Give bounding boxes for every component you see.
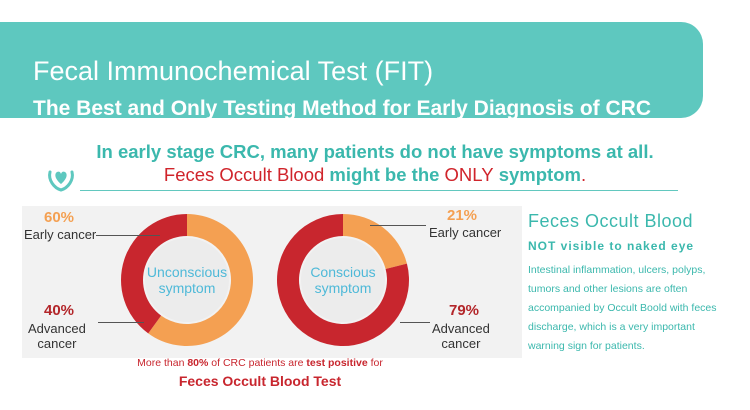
conscious-advanced-percent: 79% [449, 302, 480, 319]
donut-chart-unconscious [121, 214, 253, 346]
header-banner: Fecal Immunochemical Test (FIT) The Best… [0, 22, 703, 120]
intro-statement: In early stage CRC, many patients do not… [96, 141, 654, 162]
conscious-early-leader [370, 225, 426, 226]
chart-panel [22, 206, 522, 358]
positive-rate-emphasis: test positive [306, 357, 368, 369]
conscious-early-percent: 21% [447, 207, 478, 224]
conscious-slice-early [343, 214, 407, 270]
donut-label-unconscious: Unconscious symptom [120, 264, 254, 296]
unconscious-early-leader [96, 235, 160, 236]
intro-emphasis: Feces Occult Blood might be the ONLY sym… [0, 164, 750, 186]
unconscious-advanced-label: Advanced cancer [28, 321, 86, 351]
intro-middle-text: might be the [324, 164, 445, 185]
conscious-advanced-leader [400, 322, 430, 323]
intro-period: . [580, 164, 587, 185]
positive-rate-text-1: More than [137, 357, 188, 369]
header-title: Fecal Immunochemical Test (FIT) [33, 56, 434, 86]
conscious-slice-advanced [277, 214, 409, 346]
positive-rate-text-3: for [367, 357, 383, 369]
donut-label-conscious: Conscious symptom [276, 264, 410, 296]
side-heading: Feces Occult Blood [528, 211, 694, 231]
conscious-advanced-label-line2: cancer [441, 336, 481, 351]
unconscious-advanced-label-line1: Advanced [28, 321, 86, 336]
conscious-early-label: Early cancer [429, 225, 502, 240]
positive-rate-text-2: of CRC patients are [208, 357, 307, 369]
donut-label-unconscious-line2: symptom [158, 280, 216, 296]
conscious-advanced-label: Advanced cancer [432, 321, 490, 351]
unconscious-early-percent: 60% [44, 209, 75, 226]
divider-line [80, 190, 678, 191]
conscious-center [301, 238, 385, 322]
conscious-advanced-label-line1: Advanced [432, 321, 490, 336]
intro-only-text: ONLY [444, 164, 494, 185]
header-subtitle: The Best and Only Testing Method for Ear… [33, 97, 652, 120]
unconscious-advanced-percent: 40% [44, 302, 75, 319]
side-description: Intestinal inflammation, ulcers, polyps,… [528, 264, 717, 352]
unconscious-slice-advanced [121, 214, 187, 334]
donut-label-unconscious-line1: Unconscious [146, 264, 228, 280]
positive-rate-note: More than 80% of CRC patients are test p… [130, 357, 390, 369]
donut-label-conscious-line1: Conscious [310, 264, 376, 280]
unconscious-slice-early [148, 214, 253, 346]
unconscious-center [145, 238, 229, 322]
unconscious-advanced-label-line2: cancer [37, 336, 77, 351]
unconscious-early-label: Early cancer [24, 227, 97, 242]
positive-rate-percent: 80% [187, 357, 209, 369]
heart-hands-icon [48, 170, 74, 192]
unconscious-advanced-leader [98, 322, 144, 323]
intro-symptom-text: symptom [493, 164, 581, 185]
donut-label-conscious-line2: symptom [314, 280, 372, 296]
donut-chart-conscious [277, 214, 409, 346]
intro-fob-text: Feces Occult Blood [163, 164, 325, 185]
test-name: Feces Occult Blood Test [178, 373, 342, 389]
side-subheading: NOT visible to naked eye [528, 239, 695, 253]
